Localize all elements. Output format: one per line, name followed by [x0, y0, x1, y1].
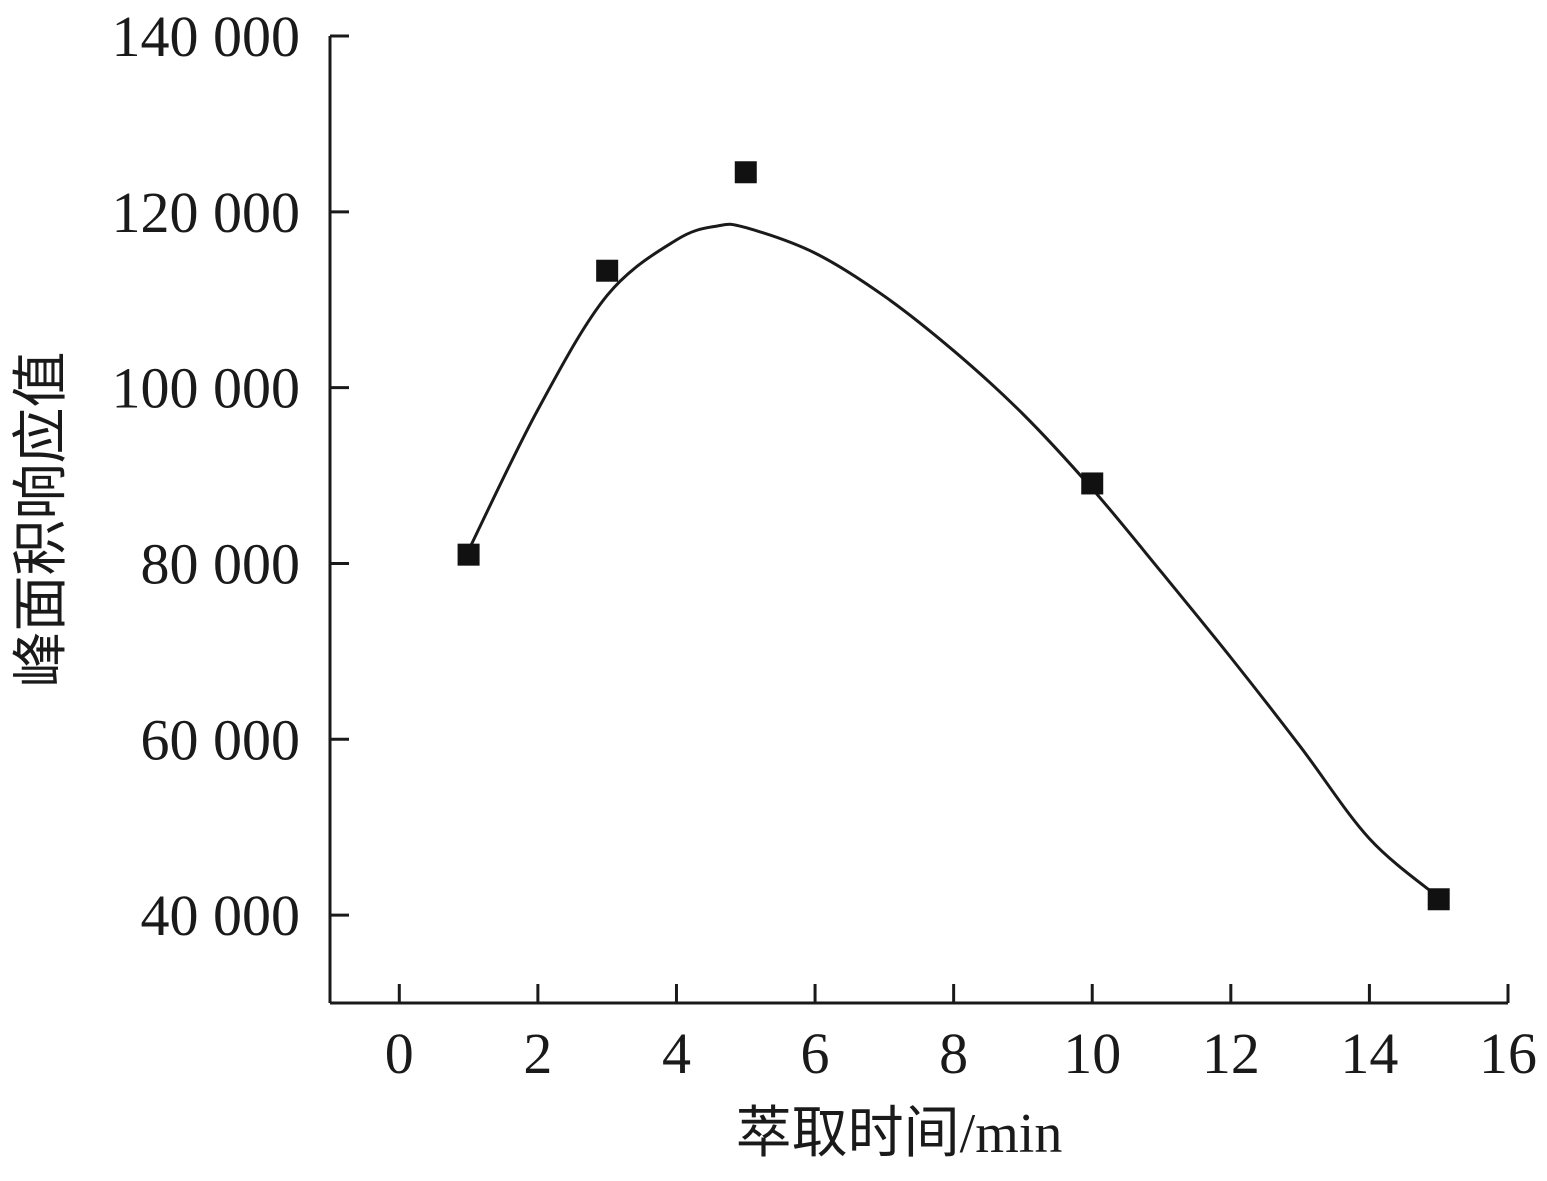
- data-point-marker: [457, 543, 480, 566]
- y-axis-title: 峰面积响应值: [11, 352, 73, 688]
- y-tick-label: 120 000: [112, 180, 301, 245]
- x-tick-label: 2: [523, 1021, 552, 1086]
- x-tick-label: 12: [1202, 1021, 1260, 1086]
- data-point-marker: [596, 259, 619, 282]
- y-axis-ticks: 40 000 60 000 80 000 100 000 120 000 140 000: [112, 4, 349, 948]
- x-tick-label: 8: [939, 1021, 968, 1086]
- x-tick-label: 16: [1479, 1021, 1537, 1086]
- x-tick-label: 0: [385, 1021, 414, 1086]
- data-point-marker: [1081, 472, 1104, 495]
- x-axis-title: 萃取时间/min: [736, 1103, 1063, 1165]
- y-tick-label: 140 000: [112, 4, 301, 69]
- x-axis-ticks: 0 2 4 6 8 10 12 14 16: [385, 984, 1537, 1086]
- data-point-marker: [1427, 888, 1450, 911]
- x-tick-label: 4: [662, 1021, 691, 1086]
- data-points: [457, 161, 1450, 911]
- axes: [328, 36, 1508, 1005]
- y-tick-label: 60 000: [141, 707, 301, 772]
- data-point-marker: [734, 161, 757, 184]
- x-tick-label: 6: [801, 1021, 830, 1086]
- y-tick-label: 40 000: [141, 883, 301, 948]
- y-tick-label: 100 000: [112, 356, 301, 421]
- x-tick-label: 10: [1063, 1021, 1121, 1086]
- y-tick-label: 80 000: [141, 531, 301, 596]
- x-tick-label: 14: [1340, 1021, 1398, 1086]
- fit-curve-layer: [467, 222, 1440, 899]
- fit-curve-line: [467, 222, 1440, 899]
